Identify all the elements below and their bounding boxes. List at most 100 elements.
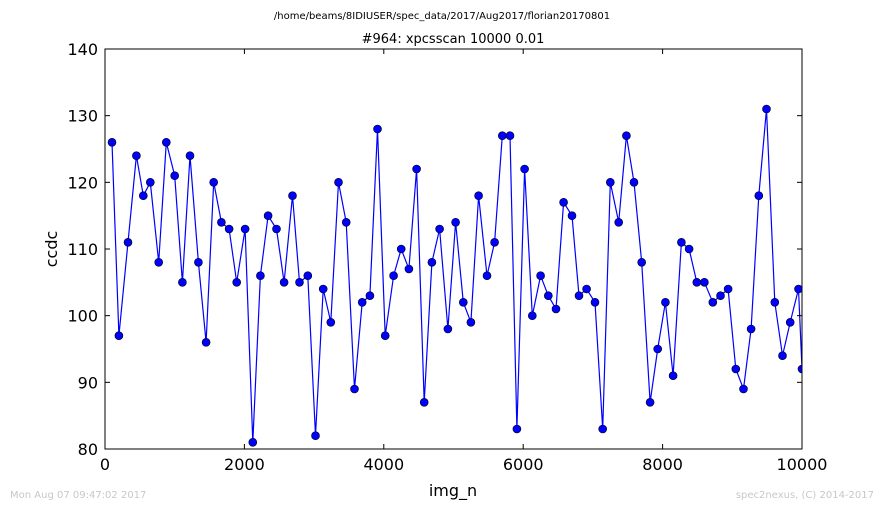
data-point [288, 191, 297, 200]
data-point [209, 178, 218, 187]
data-point [318, 284, 328, 294]
data-point [505, 131, 515, 140]
x-axis-label: img_n [429, 481, 477, 501]
data-point [170, 171, 179, 180]
data-point [263, 211, 273, 220]
data-point [194, 257, 203, 267]
data-point [692, 277, 702, 287]
y-tick-label: 90 [78, 373, 98, 392]
data-point [458, 297, 468, 307]
data-point [482, 271, 492, 281]
data-point [785, 317, 795, 327]
data-point [240, 224, 250, 234]
data-point [762, 104, 771, 114]
data-point [123, 238, 133, 247]
y-tick-label: 120 [67, 173, 98, 192]
data-point [559, 198, 568, 207]
data-point [653, 344, 663, 354]
data-point [754, 191, 764, 200]
data-point [380, 331, 390, 341]
data-point [232, 277, 241, 287]
data-point [527, 311, 537, 321]
data-point [677, 238, 686, 247]
data-point [107, 138, 117, 147]
y-tick-label: 130 [67, 107, 98, 126]
data-point [272, 224, 281, 234]
data-point [224, 224, 234, 234]
data-point [551, 304, 561, 314]
data-point [139, 191, 148, 200]
data-point [590, 297, 600, 307]
data-point [739, 384, 748, 394]
data-point [490, 238, 499, 247]
data-point [326, 317, 336, 327]
y-tick-label: 140 [67, 40, 98, 59]
data-point [279, 277, 289, 287]
data-point [419, 397, 429, 407]
footer-credit: spec2nexus, (C) 2014-2017 [736, 490, 874, 501]
y-tick-label: 80 [78, 440, 98, 459]
data-point [435, 224, 444, 234]
y-tick-label: 100 [67, 307, 98, 326]
data-point [132, 151, 141, 160]
data-point [185, 151, 195, 160]
chart-title: #964: xpcsscan 10000 0.01 [362, 32, 545, 47]
footer-timestamp: Mon Aug 07 09:47:02 2017 [10, 490, 146, 501]
data-point [217, 218, 226, 227]
data-point [201, 337, 211, 347]
data-point [700, 277, 709, 287]
x-tick-label: 0 [100, 455, 110, 474]
data-point [574, 291, 584, 301]
data-point [466, 317, 476, 327]
data-point [797, 364, 802, 374]
data-point [427, 257, 437, 267]
x-tick-label: 6000 [503, 455, 544, 474]
y-axis-label: ccdc [42, 231, 61, 268]
x-tick-label: 2000 [224, 455, 265, 474]
data-point [668, 371, 678, 381]
data-point [334, 178, 343, 187]
data-point [723, 284, 733, 294]
data-point [341, 218, 351, 227]
data-point [629, 178, 639, 187]
data-point [162, 138, 171, 147]
data-point [520, 164, 529, 174]
data-point [637, 257, 647, 267]
data-point [684, 244, 694, 254]
data-point [794, 284, 802, 294]
data-point [598, 424, 608, 434]
data-point [770, 297, 780, 307]
x-tick-label: 4000 [363, 455, 404, 474]
data-point [582, 284, 591, 294]
data-point [543, 291, 553, 301]
data-point [512, 424, 522, 434]
data-point [716, 291, 725, 301]
data-point [614, 218, 624, 227]
data-point [114, 331, 124, 341]
data-point [178, 277, 187, 287]
x-tick-label: 10000 [777, 455, 828, 474]
file-path: /home/beams/8IDIUSER/spec_data/2017/Aug2… [274, 11, 610, 22]
ticks-layer: 0 2000 4000 6000 8000 10000 80 90 100 110 120 130 14… [67, 40, 827, 474]
series-layer [107, 104, 802, 447]
data-point [404, 264, 414, 274]
data-point [746, 324, 756, 334]
data-point [146, 178, 155, 187]
data-point [645, 397, 655, 407]
data-point [357, 297, 367, 307]
data-point [731, 364, 741, 374]
data-point [396, 244, 406, 254]
data-point [778, 351, 787, 361]
data-point [622, 131, 631, 140]
series-line [111, 108, 802, 443]
data-point [295, 277, 304, 287]
data-point [248, 437, 258, 447]
x-tick-label: 8000 [642, 455, 683, 474]
data-point [350, 384, 359, 394]
data-point [567, 211, 577, 220]
data-point [256, 271, 265, 281]
data-point [311, 431, 320, 441]
data-point [412, 164, 421, 174]
data-point [154, 257, 163, 267]
